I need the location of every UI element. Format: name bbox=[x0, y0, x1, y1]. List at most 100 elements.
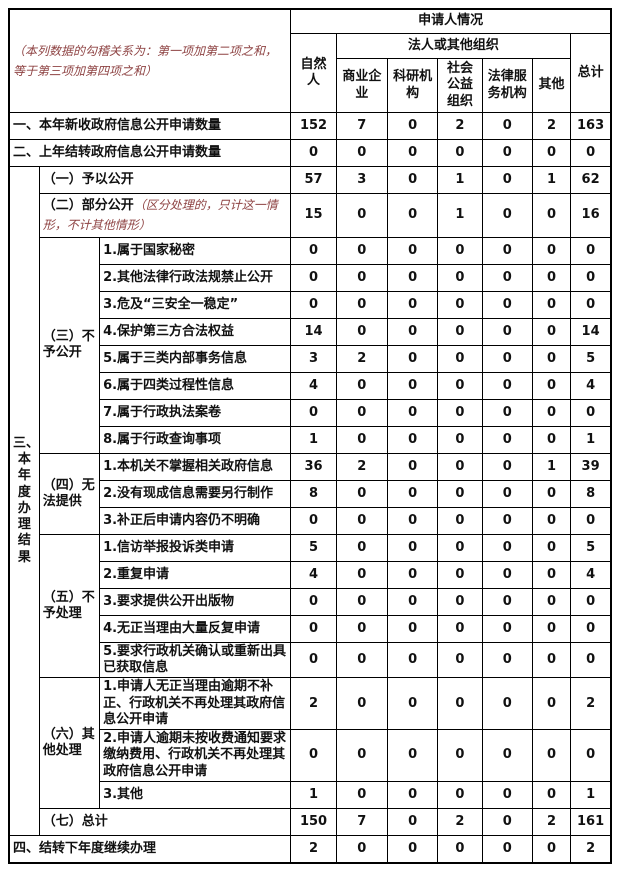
value-cell: 3 bbox=[290, 344, 337, 373]
value-cell: 0 bbox=[335, 371, 388, 400]
row-label-carried-to-next-year: 四、结转下年度继续办理 bbox=[8, 834, 292, 864]
value-cell: 2 bbox=[437, 112, 483, 140]
col-header-research-institution: 科研机构 bbox=[386, 58, 439, 113]
col-header-applicant-situation: 申请人情况 bbox=[290, 8, 612, 34]
row-label-petition-complaint-type: 1.信访举报投诉类申请 bbox=[99, 533, 292, 562]
value-cell: 0 bbox=[386, 729, 439, 782]
value-cell: 0 bbox=[437, 587, 483, 616]
value-cell: 0 bbox=[386, 236, 439, 265]
value-cell: 0 bbox=[531, 317, 572, 346]
disclosure-applications-table: （本列数据的勾稽关系为：第一项加第二项之和，等于第三项加第四项之和） 申请人情况… bbox=[8, 8, 612, 864]
value-cell: 1 bbox=[531, 452, 572, 481]
value-cell: 0 bbox=[437, 780, 483, 809]
row-label-administrative-query: 8.属于行政查询事项 bbox=[99, 425, 292, 454]
value-cell: 16 bbox=[570, 193, 612, 238]
value-cell: 1 bbox=[437, 166, 483, 194]
value-cell: 0 bbox=[386, 263, 439, 292]
value-cell: 0 bbox=[481, 560, 533, 589]
value-cell: 0 bbox=[386, 780, 439, 809]
value-cell: 0 bbox=[386, 112, 439, 140]
row-label-third-party-rights: 4.保护第三方合法权益 bbox=[99, 317, 292, 346]
value-cell: 62 bbox=[570, 166, 612, 194]
row-label-carried-over-applications: 二、上年结转政府信息公开申请数量 bbox=[8, 139, 292, 167]
row-label-partial-disclosure-text: （二）部分公开 bbox=[42, 198, 134, 213]
value-cell: 0 bbox=[437, 371, 483, 400]
value-cell: 0 bbox=[386, 587, 439, 616]
value-cell: 0 bbox=[386, 398, 439, 427]
group-label-refused-disclosure: （三）不予公开 bbox=[38, 236, 101, 454]
col-header-legal-service-org: 法律服务机构 bbox=[481, 58, 533, 113]
value-cell: 0 bbox=[531, 587, 572, 616]
value-cell: 2 bbox=[570, 677, 612, 731]
value-cell: 0 bbox=[290, 398, 337, 427]
value-cell: 0 bbox=[335, 263, 388, 292]
value-cell: 0 bbox=[481, 807, 533, 836]
value-cell: 1 bbox=[437, 193, 483, 238]
value-cell: 0 bbox=[386, 290, 439, 319]
row-label-endanger-security-stability: 3.危及“三安全一稳定” bbox=[99, 290, 292, 319]
value-cell: 1 bbox=[531, 166, 572, 194]
value-cell: 4 bbox=[290, 371, 337, 400]
value-cell: 0 bbox=[481, 139, 533, 167]
value-cell: 0 bbox=[335, 780, 388, 809]
value-cell: 0 bbox=[386, 139, 439, 167]
value-cell: 0 bbox=[531, 344, 572, 373]
value-cell: 0 bbox=[437, 729, 483, 782]
value-cell: 0 bbox=[335, 317, 388, 346]
value-cell: 0 bbox=[335, 506, 388, 535]
value-cell: 0 bbox=[290, 290, 337, 319]
value-cell: 0 bbox=[481, 587, 533, 616]
value-cell: 0 bbox=[531, 506, 572, 535]
value-cell: 0 bbox=[481, 452, 533, 481]
row-label-overdue-no-amendment: 1.申请人无正当理由逾期不补正、行政机关不再处理其政府信息公开申请 bbox=[99, 677, 292, 731]
value-cell: 0 bbox=[335, 139, 388, 167]
value-cell: 0 bbox=[437, 139, 483, 167]
value-cell: 36 bbox=[290, 452, 337, 481]
value-cell: 0 bbox=[437, 317, 483, 346]
value-cell: 0 bbox=[481, 641, 533, 679]
value-cell: 0 bbox=[481, 371, 533, 400]
row-label-new-applications: 一、本年新收政府信息公开申请数量 bbox=[8, 112, 292, 140]
value-cell: 0 bbox=[335, 614, 388, 643]
value-cell: 152 bbox=[290, 112, 337, 140]
group-label-other-handling: （六）其他处理 bbox=[38, 677, 101, 809]
value-cell: 0 bbox=[335, 425, 388, 454]
col-header-natural-person: 自然人 bbox=[290, 33, 337, 113]
col-header-other-org: 其他 bbox=[531, 58, 572, 113]
value-cell: 0 bbox=[437, 533, 483, 562]
value-cell: 0 bbox=[290, 139, 337, 167]
value-cell: 0 bbox=[570, 641, 612, 679]
value-cell: 0 bbox=[531, 641, 572, 679]
value-cell: 161 bbox=[570, 807, 612, 836]
value-cell: 0 bbox=[481, 533, 533, 562]
value-cell: 0 bbox=[570, 614, 612, 643]
value-cell: 0 bbox=[481, 834, 533, 864]
value-cell: 15 bbox=[290, 193, 337, 238]
value-cell: 0 bbox=[570, 263, 612, 292]
col-header-public-welfare-org: 社会公益组织 bbox=[437, 58, 483, 113]
value-cell: 0 bbox=[386, 425, 439, 454]
value-cell: 2 bbox=[531, 807, 572, 836]
value-cell: 0 bbox=[437, 398, 483, 427]
value-cell: 0 bbox=[570, 506, 612, 535]
value-cell: 0 bbox=[437, 290, 483, 319]
value-cell: 7 bbox=[335, 807, 388, 836]
value-cell: 2 bbox=[531, 112, 572, 140]
row-label-enforcement-files: 7.属于行政执法案卷 bbox=[99, 398, 292, 427]
partial-disclosure-note: （区分处理的，只计这一情形，不计其他情形） bbox=[42, 198, 278, 233]
row-label-partial-disclosure: （二）部分公开（区分处理的，只计这一情形，不计其他情形） bbox=[38, 193, 292, 238]
value-cell: 0 bbox=[481, 166, 533, 194]
value-cell: 0 bbox=[481, 344, 533, 373]
value-cell: 0 bbox=[481, 193, 533, 238]
value-cell: 0 bbox=[386, 479, 439, 508]
row-label-prohibited-by-law: 2.其他法律行政法规禁止公开 bbox=[99, 263, 292, 292]
col-header-legal-or-other-org: 法人或其他组织 bbox=[335, 33, 572, 59]
value-cell: 0 bbox=[386, 807, 439, 836]
value-cell: 0 bbox=[437, 263, 483, 292]
value-cell: 0 bbox=[531, 834, 572, 864]
value-cell: 0 bbox=[531, 139, 572, 167]
value-cell: 0 bbox=[481, 780, 533, 809]
value-cell: 0 bbox=[437, 344, 483, 373]
value-cell: 0 bbox=[437, 560, 483, 589]
row-label-granted-disclosure: （一）予以公开 bbox=[38, 166, 292, 194]
